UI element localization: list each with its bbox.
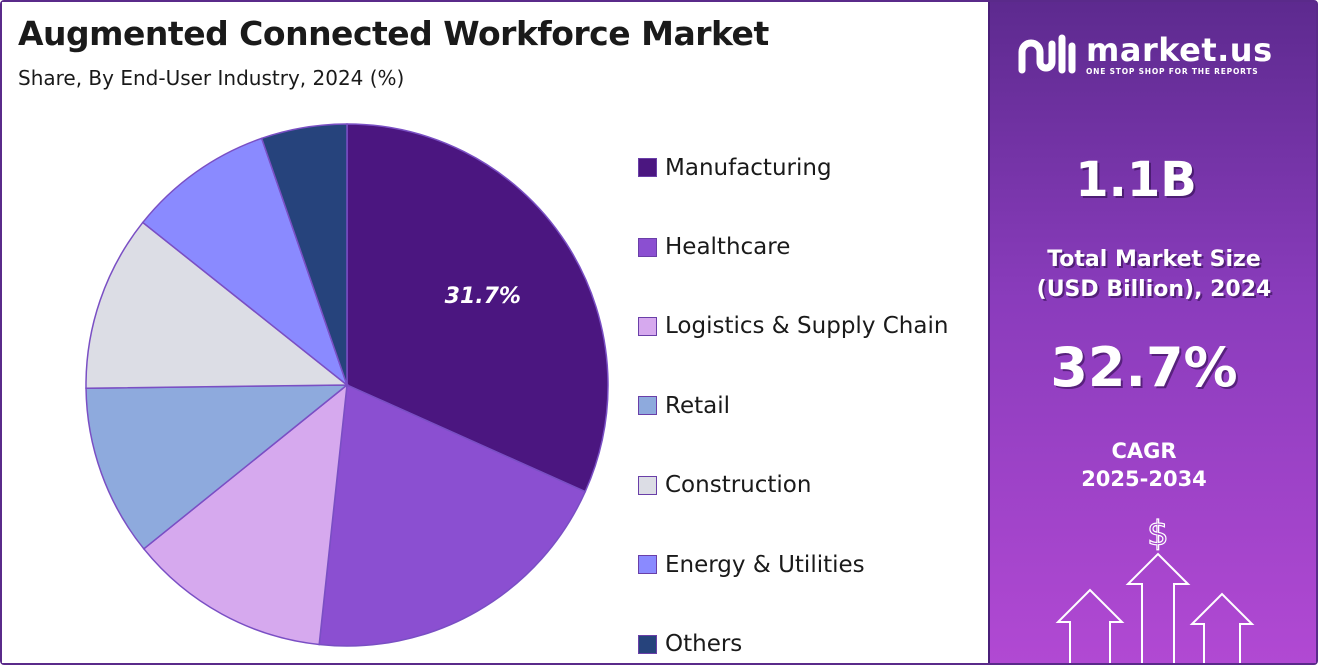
growth-arrows-icon: $ xyxy=(1055,513,1255,663)
arrow-left-icon xyxy=(1055,588,1125,663)
chart-legend: Manufacturing Healthcare Logistics & Suppl… xyxy=(638,128,983,665)
dollar-sign-icon: $ xyxy=(1147,514,1169,554)
chart-title: Augmented Connected Workforce Market xyxy=(18,14,769,53)
summary-sidebar: market.us ONE STOP SHOP FOR THE REPORTS … xyxy=(988,2,1316,663)
market-size-label: Total Market Size (USD Billion), 2024 xyxy=(990,245,1316,305)
legend-item: Logistics & Supply Chain xyxy=(638,287,983,366)
pie-data-label: 31.7% xyxy=(445,284,521,309)
market-size-label-line2: (USD Billion), 2024 xyxy=(1036,277,1272,302)
legend-swatch xyxy=(638,475,657,495)
market-size-label-line1: Total Market Size xyxy=(1047,247,1261,272)
legend-label: Construction xyxy=(665,472,812,499)
legend-item: Healthcare xyxy=(638,207,983,286)
legend-swatch xyxy=(638,396,657,416)
chart-panel: Augmented Connected Workforce Market Sha… xyxy=(2,2,987,663)
legend-label: Others xyxy=(665,631,743,658)
legend-label: Logistics & Supply Chain xyxy=(665,313,949,340)
cagr-label-line2: 2025-2034 xyxy=(1081,467,1207,491)
pie-slice-healthcare xyxy=(318,383,587,647)
cagr-value: 32.7% xyxy=(1050,336,1238,399)
market-size-value: 1.1B xyxy=(1075,152,1197,208)
legend-label: Healthcare xyxy=(665,234,791,261)
legend-swatch xyxy=(638,316,657,336)
legend-item: Others xyxy=(638,604,983,665)
arrow-right-icon xyxy=(1189,592,1255,663)
brand-name: market.us xyxy=(1086,30,1273,69)
brand-logo: market.us ONE STOP SHOP FOR THE REPORTS xyxy=(1016,30,1273,78)
legend-label: Manufacturing xyxy=(665,154,832,181)
legend-item: Retail xyxy=(638,366,983,445)
legend-item: Construction xyxy=(638,446,983,525)
chart-subtitle: Share, By End-User Industry, 2024 (%) xyxy=(18,66,405,90)
legend-item: Manufacturing xyxy=(638,128,983,207)
arrow-center-icon xyxy=(1125,552,1191,663)
pie-slice-manufacturing xyxy=(346,123,609,493)
pie-slice-retail xyxy=(85,384,350,550)
legend-swatch xyxy=(638,237,657,257)
brand-logo-icon xyxy=(1018,34,1076,74)
pie-slice-energy-utilities xyxy=(141,137,349,388)
brand-tagline: ONE STOP SHOP FOR THE REPORTS xyxy=(1086,66,1259,76)
legend-label: Energy & Utilities xyxy=(665,551,865,578)
legend-label: Retail xyxy=(665,392,730,419)
pie-slice-logistics-supply-chain xyxy=(142,383,348,646)
cagr-label-line1: CAGR xyxy=(1111,439,1177,463)
pie-slice-others xyxy=(260,123,348,386)
pie-slice-construction xyxy=(85,221,350,390)
legend-swatch xyxy=(638,634,657,654)
cagr-label: CAGR 2025-2034 xyxy=(990,437,1308,493)
legend-swatch xyxy=(638,158,657,178)
legend-item: Energy & Utilities xyxy=(638,525,983,604)
pie-chart: 31.7% xyxy=(85,123,609,647)
legend-swatch xyxy=(638,555,657,575)
